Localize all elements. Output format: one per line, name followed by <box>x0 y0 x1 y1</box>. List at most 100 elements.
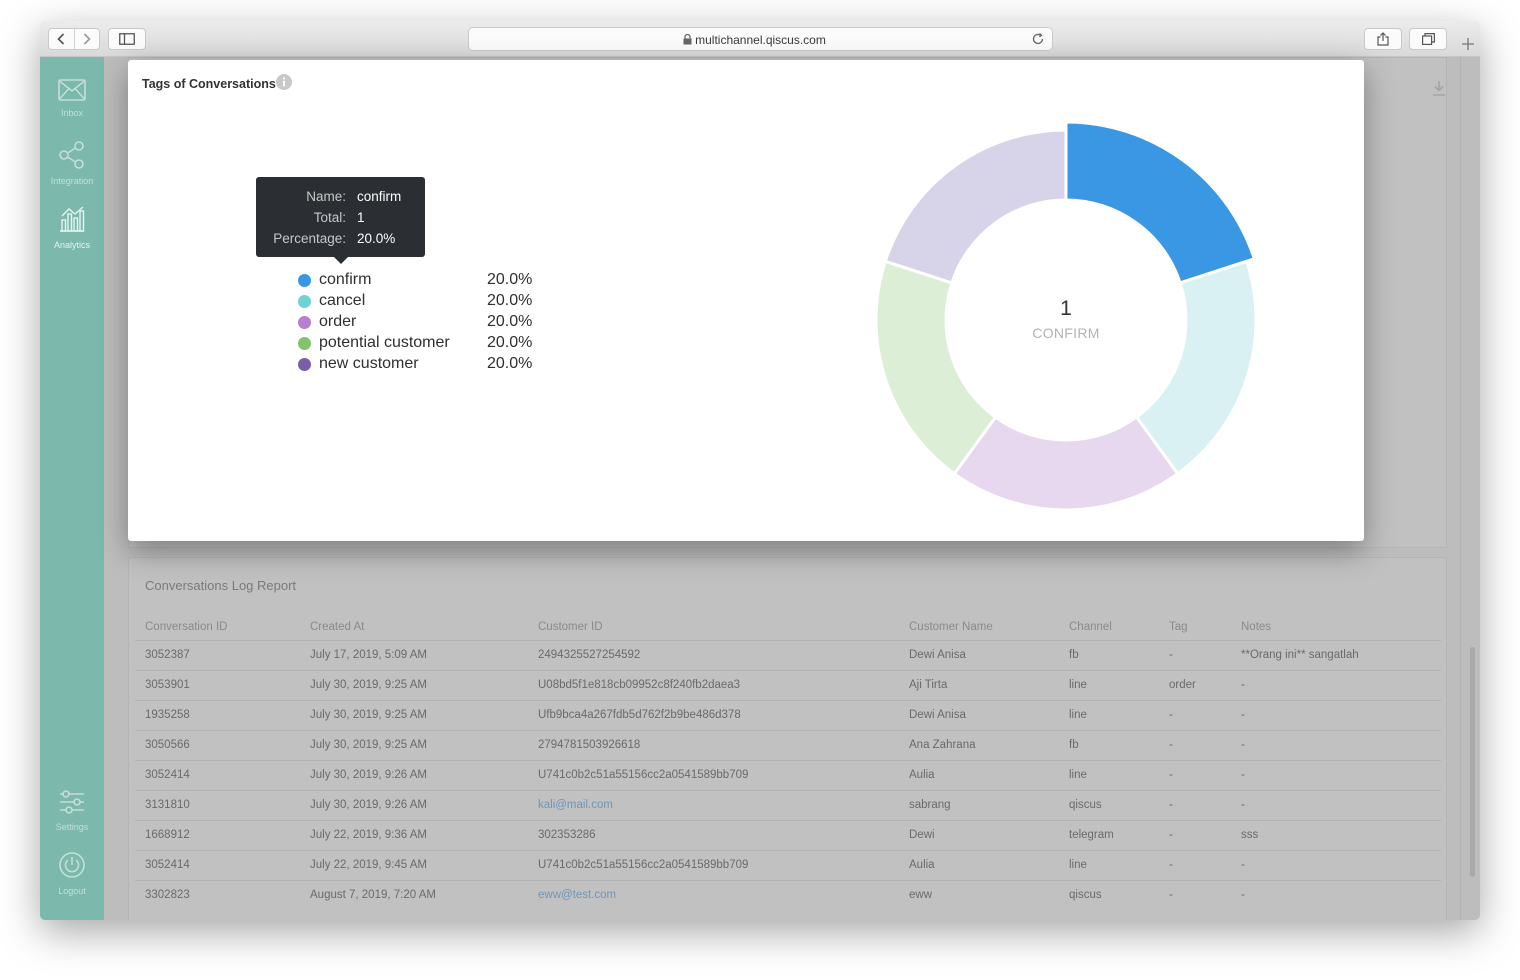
table-cell: U741c0b2c51a55156cc2a0541589bb709 <box>528 759 899 790</box>
table-cell: 3302823 <box>135 879 300 910</box>
sidebar-item-settings[interactable]: Settings <box>40 789 104 832</box>
modal-title: Tags of Conversations <box>142 77 276 91</box>
chevron-left-icon <box>57 33 65 45</box>
column-header: Customer ID <box>538 620 603 633</box>
legend-label: potential customer <box>319 334 450 351</box>
table-cell: - <box>1231 879 1441 910</box>
table-cell: - <box>1159 879 1231 910</box>
table-cell: 3050566 <box>135 729 300 760</box>
table-cell[interactable]: kali@mail.com <box>528 789 899 820</box>
table-cell[interactable]: eww@test.com <box>528 879 899 910</box>
log-table-body: 3052387 July 17, 2019, 5:09 AM 24943255272… <box>135 639 1441 910</box>
browser-window: multichannel.qiscus.com Inbox Integratio… <box>40 21 1480 920</box>
column-header: Channel <box>1069 620 1112 633</box>
table-row[interactable]: 3053901 July 30, 2019, 9:25 AM U08bd5f1e81… <box>135 669 1441 700</box>
legend-item[interactable]: order 20.0% <box>298 312 558 333</box>
table-cell: July 30, 2019, 9:25 AM <box>300 669 528 700</box>
table-cell: 3131810 <box>135 789 300 820</box>
sidebar-item-analytics[interactable]: Analytics <box>40 205 104 250</box>
sidebar-item-label: Settings <box>55 822 89 832</box>
donut-slice-order[interactable] <box>952 414 1180 512</box>
power-icon <box>59 852 85 878</box>
table-cell: July 30, 2019, 9:26 AM <box>300 759 528 790</box>
table-cell: - <box>1159 699 1231 730</box>
table-cell: Dewi Anisa <box>899 699 1059 730</box>
tooltip-key: Name: <box>306 189 346 204</box>
table-cell: **Orang ini** sangatlah <box>1231 639 1441 670</box>
table-cell: - <box>1231 789 1441 820</box>
table-cell: 2494325527254592 <box>528 639 899 670</box>
new-tab-button[interactable] <box>1455 31 1480 57</box>
table-row[interactable]: 3131810 July 30, 2019, 9:26 AM kali@mail.c… <box>135 789 1441 820</box>
scrollbar-thumb[interactable] <box>1470 647 1475 877</box>
donut-center-value: 1 <box>1060 297 1072 320</box>
table-row[interactable]: 1935258 July 30, 2019, 9:25 AM Ufb9bca4a26… <box>135 699 1441 730</box>
table-cell: 3053901 <box>135 669 300 700</box>
share-icon <box>1377 32 1389 46</box>
table-cell: 3052387 <box>135 639 300 670</box>
table-cell: Dewi <box>899 819 1059 850</box>
address-bar[interactable]: multichannel.qiscus.com <box>468 27 1053 51</box>
table-cell: line <box>1059 759 1159 790</box>
table-cell: U08bd5f1e818cb09952c8f240fb2daea3 <box>528 669 899 700</box>
table-cell: July 22, 2019, 9:45 AM <box>300 849 528 880</box>
table-cell: line <box>1059 849 1159 880</box>
legend-percentage: 20.0% <box>487 271 533 288</box>
tooltip-key: Total: <box>313 210 346 225</box>
sidebar-toggle-button[interactable] <box>108 28 146 50</box>
sidebar-item-integration[interactable]: Integration <box>40 141 104 186</box>
sidebar-icon <box>119 33 135 45</box>
show-tabs-button[interactable] <box>1409 28 1447 50</box>
nav-buttons <box>48 28 100 50</box>
app-sidebar: Inbox Integration Analytics Settings Log… <box>40 57 104 920</box>
table-cell: July 30, 2019, 9:25 AM <box>300 699 528 730</box>
table-row[interactable]: 3050566 July 30, 2019, 9:25 AM 27947815039… <box>135 729 1441 760</box>
legend-dot-icon <box>298 316 311 329</box>
table-cell: 3052414 <box>135 849 300 880</box>
table-cell: 1668912 <box>135 819 300 850</box>
column-header: Customer Name <box>909 620 993 633</box>
table-cell: qiscus <box>1059 879 1159 910</box>
table-row[interactable]: 3052414 July 22, 2019, 9:45 AM U741c0b2c51… <box>135 849 1441 880</box>
info-icon[interactable] <box>276 74 292 90</box>
download-icon[interactable] <box>1432 80 1446 96</box>
table-row[interactable]: 1668912 July 22, 2019, 9:36 AM 302353286 De… <box>135 819 1441 850</box>
legend-item[interactable]: new customer 20.0% <box>298 354 558 375</box>
table-cell: 2794781503926618 <box>528 729 899 760</box>
back-button[interactable] <box>49 29 74 49</box>
legend-label: order <box>319 313 357 330</box>
legend-item[interactable]: confirm 20.0% <box>298 270 558 291</box>
legend-label: new customer <box>319 355 419 372</box>
sidebar-item-inbox[interactable]: Inbox <box>40 79 104 118</box>
table-cell: Dewi Anisa <box>899 639 1059 670</box>
table-row[interactable]: 3052387 July 17, 2019, 5:09 AM 24943255272… <box>135 639 1441 670</box>
table-cell: Aulia <box>899 849 1059 880</box>
legend-percentage: 20.0% <box>487 355 533 372</box>
table-row[interactable]: 3302823 August 7, 2019, 7:20 AM eww@test.c… <box>135 879 1441 910</box>
legend-item[interactable]: potential customer 20.0% <box>298 333 558 354</box>
tooltip-key: Percentage: <box>273 231 346 246</box>
column-header: Notes <box>1241 620 1272 633</box>
legend-item[interactable]: cancel 20.0% <box>298 291 558 312</box>
log-report-title: Conversations Log Report <box>145 578 297 593</box>
forward-button[interactable] <box>73 29 100 49</box>
table-cell: fb <box>1059 729 1159 760</box>
tooltip-value: 20.0% <box>357 231 396 246</box>
table-cell: sabrang <box>899 789 1059 820</box>
table-cell: qiscus <box>1059 789 1159 820</box>
table-cell: July 30, 2019, 9:26 AM <box>300 789 528 820</box>
donut-slice-potential-customer[interactable] <box>874 259 998 476</box>
table-cell: 1935258 <box>135 699 300 730</box>
legend-percentage: 20.0% <box>487 292 533 309</box>
table-cell: August 7, 2019, 7:20 AM <box>300 879 528 910</box>
sidebar-item-logout[interactable]: Logout <box>40 851 104 896</box>
table-cell: Ufb9bca4a267fdb5d762f2b9be486d378 <box>528 699 899 730</box>
table-cell: order <box>1159 669 1231 700</box>
conversations-log-card: Conversations Log Report Conversation ID… <box>128 557 1447 920</box>
table-row[interactable]: 3052414 July 30, 2019, 9:26 AM U741c0b2c51… <box>135 759 1441 790</box>
donut-slice-confirm[interactable] <box>1064 120 1257 285</box>
reload-icon[interactable] <box>1031 32 1045 46</box>
table-cell: - <box>1159 729 1231 760</box>
donut-slice-new-customer[interactable] <box>883 128 1068 285</box>
share-button[interactable] <box>1364 28 1402 50</box>
